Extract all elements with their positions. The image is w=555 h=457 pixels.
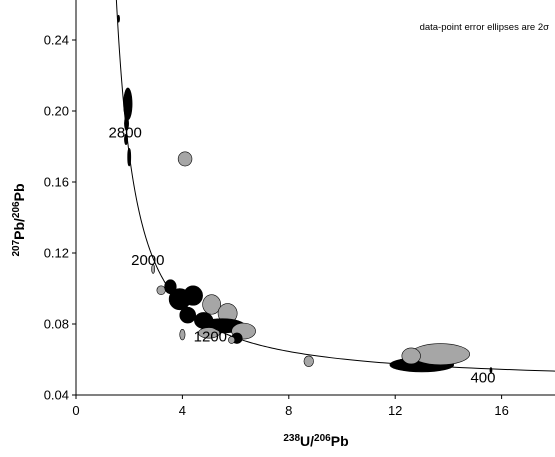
y-tick-label: 0.16 [44,175,69,190]
concordia-age-label: 400 [470,369,495,386]
error-ellipse [151,264,156,274]
y-axis-title: 207Pb/206Pb [11,183,27,256]
x-tick-label: 4 [179,403,186,418]
y-tick-label: 0.24 [44,33,69,48]
axes [75,0,555,396]
concordia-age-label: 2000 [131,252,164,269]
error-ellipse [202,294,222,315]
ticks: 0 4 8 12 16 0.04 0.08 0.12 0.16 0.20 0.24 [44,33,509,419]
error-ellipse [198,327,220,339]
x-tick-label: 16 [494,403,508,418]
error-ellipse [179,306,197,324]
error-ellipse [179,329,186,341]
x-tick-label: 12 [388,403,402,418]
error-ellipse [303,355,314,367]
concordia-curve [115,0,555,372]
concordia-age-labels: 2800 2000 1200 400 [109,124,496,386]
concordia-age-label: 1200 [194,328,227,345]
y-tick-label: 0.04 [44,388,69,403]
y-tick-label: 0.20 [44,104,69,119]
y-tick-label: 0.12 [44,246,69,261]
error-ellipse [177,151,193,167]
error-ellipse-note: data-point error ellipses are 2σ [420,22,550,33]
x-axis-title: 238U/206Pb [283,433,348,449]
error-ellipses [117,14,493,374]
error-ellipse [156,285,166,296]
y-tick-label: 0.08 [44,317,69,332]
x-tick-label: 0 [72,403,79,418]
error-ellipse [401,347,421,365]
x-tick-label: 8 [285,403,292,418]
error-ellipse [183,285,203,306]
concordia-age-label: 2800 [109,124,142,141]
